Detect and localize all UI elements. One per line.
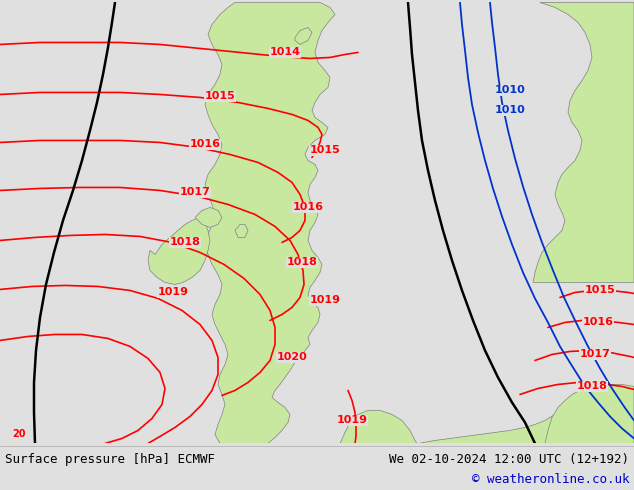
Polygon shape	[545, 385, 634, 443]
Text: 1017: 1017	[579, 349, 611, 360]
Text: 1018: 1018	[287, 257, 318, 268]
Text: 1016: 1016	[583, 318, 614, 327]
Text: © weatheronline.co.uk: © weatheronline.co.uk	[472, 473, 629, 487]
Text: 1015: 1015	[309, 146, 340, 155]
Text: 1018: 1018	[169, 238, 200, 247]
Polygon shape	[533, 2, 634, 282]
Polygon shape	[295, 27, 312, 45]
Text: 1015: 1015	[205, 92, 235, 101]
Polygon shape	[148, 218, 210, 285]
Text: 1019: 1019	[157, 288, 188, 297]
Text: Surface pressure [hPa] ECMWF: Surface pressure [hPa] ECMWF	[5, 453, 215, 466]
Text: 1010: 1010	[495, 85, 526, 96]
Text: We 02-10-2024 12:00 UTC (12+192): We 02-10-2024 12:00 UTC (12+192)	[389, 453, 629, 466]
Text: 1020: 1020	[276, 352, 307, 363]
Polygon shape	[205, 2, 335, 443]
Polygon shape	[235, 224, 248, 238]
Text: 1016: 1016	[190, 140, 221, 149]
Text: 20: 20	[12, 429, 25, 440]
Text: 1019: 1019	[309, 295, 340, 305]
Text: 1016: 1016	[292, 202, 323, 213]
Polygon shape	[195, 207, 222, 227]
Text: 1014: 1014	[269, 48, 301, 57]
Polygon shape	[340, 392, 634, 443]
Text: 1017: 1017	[179, 188, 210, 197]
Text: 1010: 1010	[495, 105, 526, 116]
Text: 1018: 1018	[576, 381, 607, 392]
Text: 1019: 1019	[337, 416, 368, 425]
Text: 1015: 1015	[585, 286, 616, 295]
